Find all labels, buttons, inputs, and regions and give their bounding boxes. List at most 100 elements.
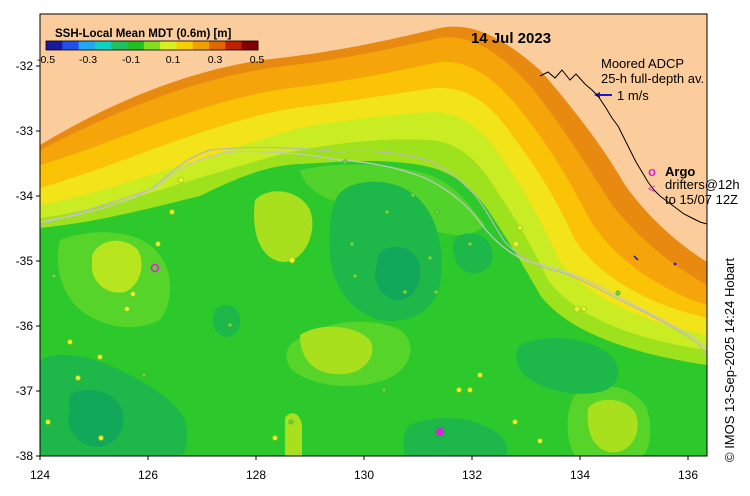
drifter-dot [288, 419, 294, 425]
legend-argo-label: Argo [665, 164, 695, 179]
y-tick-label: -32 [16, 59, 34, 73]
drifter-dot [227, 322, 233, 328]
drifter-dot [512, 419, 518, 425]
drifter-dot [45, 419, 51, 425]
drifter-dot [615, 290, 621, 296]
ssh-patch-lime-5 [285, 413, 302, 456]
drifter-dot [97, 354, 103, 360]
drifter-dot [477, 372, 483, 378]
drifter-dot [67, 339, 73, 345]
imos-credit: © IMOS 13-Sep-2025 14:24 Hobart [722, 258, 737, 462]
drifter-dot [342, 159, 348, 165]
colorbar-frame [45, 40, 259, 51]
map-date: 14 Jul 2023 [471, 30, 551, 47]
x-tick-label: 132 [462, 468, 482, 482]
drifter-dot [434, 209, 440, 215]
x-axis: 124 126 128 130 132 134 136 [30, 456, 698, 482]
map-plot-area [40, 14, 707, 456]
colorbar-swatch [176, 41, 194, 50]
drifter-dot [288, 256, 296, 264]
ssh-patch-lime-3 [300, 326, 373, 375]
argo-float-marker [150, 263, 160, 273]
colorbar-swatch [78, 41, 96, 50]
drifter-dot [467, 387, 473, 393]
colorbar-tick-label: 0.3 [208, 54, 223, 66]
ssh-patch-teal-6 [516, 337, 619, 394]
drifter-dot [272, 435, 278, 441]
drifter-dot [98, 435, 104, 441]
colorbar-tick-label: 0.1 [166, 54, 181, 66]
colorbar-swatch [111, 41, 128, 50]
drifter-dot [141, 372, 147, 378]
plot-frame [39, 13, 708, 457]
y-tick-label: -36 [16, 319, 34, 333]
ssh-patch-lime-1 [92, 240, 142, 293]
x-tick-label: 136 [678, 468, 698, 482]
y-axis: -32 -33 -34 -35 -36 -37 -38 [16, 59, 40, 463]
colorbar-swatch [127, 41, 145, 50]
legend-drifter-label: drifters@12h [665, 177, 740, 192]
y-tick-label: -38 [16, 449, 34, 463]
adcp-mooring-arrow [633, 255, 639, 261]
ssh-patch-teal-2 [375, 246, 421, 301]
bathymetry-contour-shelf [40, 146, 707, 357]
colorbar-swatch [192, 41, 210, 50]
legend-adcp-title: Moored ADCP [601, 56, 684, 71]
drifter-dot [512, 240, 520, 248]
colorbar: SSH-Local Mean MDT (0.6m) [m] -0.5 -0.3 … [37, 28, 264, 66]
adcp-mooring-dot [673, 262, 677, 266]
colorbar-tick-label: -0.1 [122, 54, 140, 66]
ssh-patch-teal-7 [212, 304, 241, 337]
legend-drifter-marker: < [648, 181, 656, 196]
drifter-dot [467, 241, 473, 247]
colorbar-tick-label: -0.3 [79, 54, 97, 66]
ssh-patch-teal-8 [453, 233, 493, 274]
colorbar-swatches [46, 41, 259, 50]
y-tick-label: -33 [16, 124, 34, 138]
drifter-dot [381, 387, 387, 393]
x-tick-label: 130 [354, 468, 374, 482]
y-tick-label: -34 [16, 189, 34, 203]
legend-adcp-scale: 1 m/s [617, 88, 649, 103]
colorbar-tick-label: -0.5 [37, 54, 55, 66]
colorbar-swatch [209, 41, 226, 50]
drifter-dot [537, 438, 543, 444]
y-tick-label: -37 [16, 384, 34, 398]
colorbar-swatch [143, 41, 161, 50]
x-tick-label: 128 [246, 468, 266, 482]
x-tick-label: 124 [30, 468, 50, 482]
drifter-dot [169, 209, 175, 215]
coastline [539, 69, 707, 225]
ssh-patch-lime-4 [587, 399, 638, 453]
drifter-dot [410, 192, 416, 198]
drifter-dot [581, 306, 587, 312]
drifter-dot [75, 375, 81, 381]
ssh-patch-teal-5 [403, 417, 508, 456]
drifter-dot [402, 289, 408, 295]
colorbar-swatch [46, 41, 63, 50]
colorbar-swatch [94, 41, 112, 50]
drifter-dot [352, 273, 358, 279]
colorbar-swatch [160, 41, 177, 50]
drifter-dot [384, 209, 390, 215]
drifter-dot [349, 241, 355, 247]
drifter-dots-green [51, 159, 621, 425]
drifter-dot [573, 305, 581, 313]
legend-adcp-subtitle: 25-h full-depth av. [601, 71, 704, 86]
drifter-dot [456, 387, 462, 393]
bathymetry-contour-slope [40, 150, 707, 351]
y-tick-label: -35 [16, 254, 34, 268]
drifter-dot [433, 289, 439, 295]
drifter-dot [130, 291, 136, 297]
drifter-dots [45, 176, 587, 444]
drifter-dot [517, 225, 523, 231]
colorbar-title: SSH-Local Mean MDT (0.6m) [m] [55, 28, 232, 40]
colorbar-swatch [225, 41, 243, 50]
drifter-dot [155, 241, 161, 247]
argo-float-marker [436, 428, 444, 436]
drifter-dot [427, 255, 433, 261]
x-tick-label: 134 [570, 468, 590, 482]
legend: Moored ADCP 25-h full-depth av. 1 m/s o … [601, 56, 740, 207]
drifter-dot [51, 273, 57, 279]
